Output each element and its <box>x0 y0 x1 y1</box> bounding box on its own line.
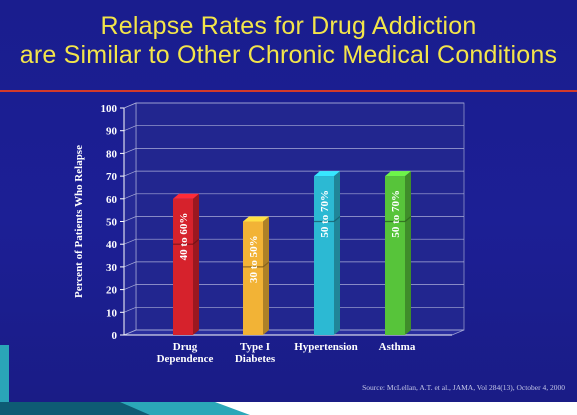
y-tick-label: 90 <box>106 126 118 138</box>
bar-range-low-marker-side <box>404 216 412 222</box>
bar-side <box>334 171 340 335</box>
x-category-label: Drug <box>173 341 198 353</box>
gridline <box>123 102 464 109</box>
bottom-swoosh <box>0 402 250 415</box>
x-category-label: Dependence <box>157 353 214 365</box>
y-tick-label: 20 <box>106 285 118 297</box>
bar-3: 50 to 70% <box>314 171 341 335</box>
bar-range-low-marker-side <box>192 238 200 245</box>
y-tick-label: 0 <box>112 330 118 342</box>
bar-top <box>385 171 411 177</box>
gridline <box>123 216 464 222</box>
bar-side <box>405 171 411 335</box>
y-tick-label: 40 <box>106 239 118 251</box>
slide-title: Relapse Rates for Drug Addiction are Sim… <box>0 12 577 70</box>
x-category-label: Hypertension <box>294 341 358 353</box>
bar-value-label: 30 to 50% <box>248 235 260 283</box>
y-tick-label: 100 <box>101 103 118 115</box>
gridline <box>123 329 464 336</box>
y-axis-label: Percent of Patients Who Relapse <box>73 145 85 298</box>
y-tick-label: 80 <box>106 148 118 160</box>
y-tick-label: 70 <box>106 171 118 183</box>
gridline <box>123 261 464 268</box>
bar-top <box>173 193 199 199</box>
bar-value-label: 50 to 70% <box>319 190 331 238</box>
gridline <box>123 170 464 177</box>
title-line-2: are Similar to Other Chronic Medical Con… <box>19 41 558 69</box>
bar-value-label: 40 to 60% <box>178 213 190 261</box>
gridline <box>123 238 464 245</box>
bar-range-low-marker-side <box>262 261 270 268</box>
bar-range-low-marker-side <box>333 216 341 222</box>
gridline <box>123 148 464 154</box>
bar-1: 40 to 60% <box>173 193 200 335</box>
y-tick-label: 60 <box>106 194 118 206</box>
slide: Relapse Rates for Drug Addiction are Sim… <box>0 0 577 402</box>
x-category-label: Diabetes <box>235 353 276 365</box>
source-citation: Source: McLellan, A.T. et al., JAMA, Vol… <box>362 383 565 392</box>
bar-front <box>385 176 405 335</box>
bar-side <box>193 193 199 335</box>
relapse-bar-chart: 0 10 20 30 40 50 60 70 80 90 100 Percent of Patient… <box>73 102 465 365</box>
title-divider <box>0 90 577 92</box>
gridline <box>123 306 464 313</box>
title-line-1: Relapse Rates for Drug Addiction <box>100 12 477 40</box>
bar-2: 30 to 50% <box>243 216 270 335</box>
bar-top <box>314 171 340 177</box>
bar-value-label: 50 to 70% <box>390 190 402 238</box>
bar-front <box>243 221 263 335</box>
x-category-label: Asthma <box>379 341 416 353</box>
gridline <box>123 125 464 132</box>
bar-front <box>314 176 334 335</box>
y-tick-label: 30 <box>106 262 118 274</box>
y-tick-label: 50 <box>106 217 118 229</box>
gridline <box>123 284 464 290</box>
y-tick-label: 10 <box>106 307 118 319</box>
bar-top <box>243 216 269 222</box>
bar-front <box>173 198 193 335</box>
bar-side <box>263 216 269 335</box>
bar-4: 50 to 70% <box>385 171 412 335</box>
left-accent-bar <box>0 345 9 402</box>
x-category-label: Type I <box>240 341 270 353</box>
gridline <box>123 193 464 200</box>
